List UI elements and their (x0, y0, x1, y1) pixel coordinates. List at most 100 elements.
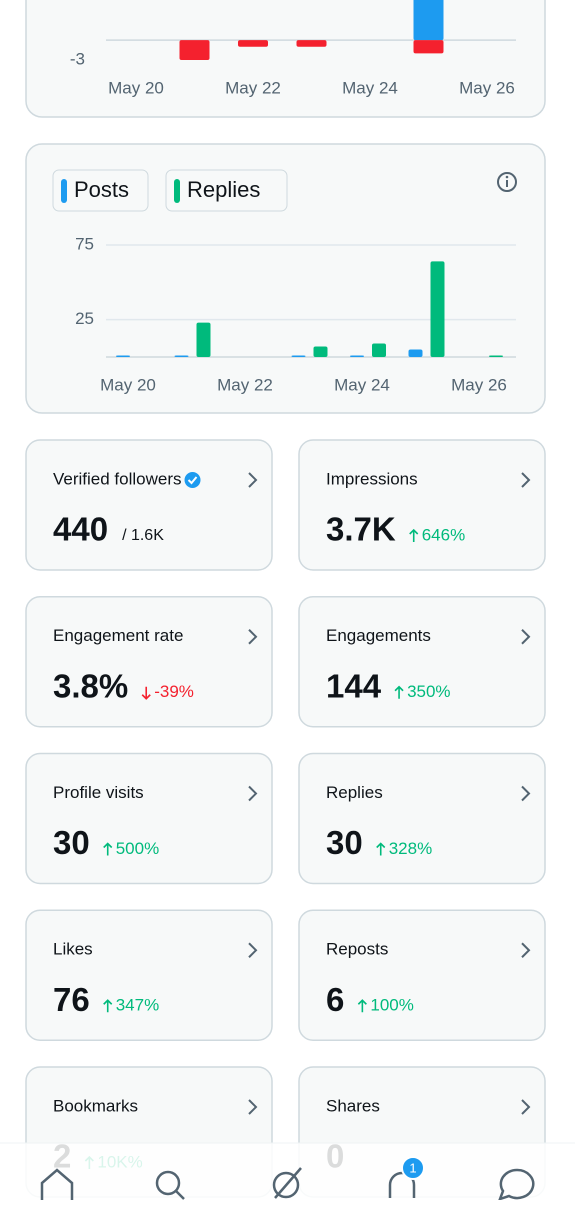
legend-swatch (61, 179, 67, 203)
y-tick-label: 75 (75, 234, 94, 253)
stat-value: 30 (326, 824, 363, 861)
bar (350, 355, 364, 357)
bar (372, 343, 386, 357)
stat-title: Shares (326, 1096, 380, 1115)
notifications-icon[interactable] (388, 1171, 416, 1198)
card-bg (298, 752, 546, 885)
bar (238, 40, 268, 47)
trend-arrow (103, 842, 113, 856)
bar (413, 40, 444, 54)
legend-swatch (174, 179, 180, 203)
info-icon[interactable] (497, 172, 517, 192)
home-icon[interactable] (40, 1168, 74, 1200)
bar (413, 0, 444, 41)
chevron (248, 785, 258, 802)
stat-change: 328% (389, 839, 432, 858)
trend-arrow (409, 528, 419, 542)
stat-card[interactable]: Engagement rate 3.8% -39% (25, 596, 273, 728)
stat-title: Reposts (326, 940, 388, 959)
bar (116, 355, 130, 357)
stat-change: 500% (116, 839, 159, 858)
y-tick-label: 25 (75, 309, 94, 328)
bottom-nav (0, 1143, 575, 1200)
x-tick-label: May 22 (225, 78, 281, 97)
stat-card[interactable]: Replies 30 328% (298, 752, 546, 885)
trend-arrow (394, 685, 404, 699)
bar (489, 355, 503, 357)
trend-arrow (103, 999, 113, 1013)
chart-card (25, 143, 546, 414)
chevron (521, 472, 531, 488)
bar (296, 40, 327, 47)
stat-card[interactable]: Engagements 144 350% (298, 596, 546, 728)
stat-title: Profile visits (53, 783, 144, 802)
search-icon[interactable] (155, 1170, 185, 1200)
stat-title: Impressions (326, 469, 418, 488)
stat-card[interactable]: Verified followers 440 / 1.6K (25, 439, 273, 571)
stat-value: 3.8% (53, 667, 128, 704)
card-bg (298, 596, 546, 728)
stat-card[interactable]: Profile visits 30 500% (25, 752, 273, 885)
chevron (521, 785, 531, 802)
chart-card (25, 0, 546, 118)
card-bg (25, 909, 273, 1041)
messages-icon[interactable] (497, 1168, 535, 1202)
card-bg (25, 752, 273, 885)
stat-title: Verified followers (53, 469, 182, 488)
chevron (248, 472, 258, 488)
x-tick-label: May 26 (459, 78, 515, 97)
legend-item[interactable]: Posts (52, 169, 149, 212)
stat-value: 6 (326, 981, 344, 1018)
trend-arrow (141, 686, 151, 700)
stat-title: Engagements (326, 626, 431, 645)
card-bg (298, 909, 546, 1041)
stat-value: 76 (53, 981, 90, 1018)
x-tick-label: May 24 (342, 78, 398, 97)
stat-total: / 1.6K (122, 527, 164, 544)
stat-title: Likes (53, 940, 93, 959)
x-tick-label: May 20 (108, 78, 164, 97)
legend-item[interactable]: Replies (165, 169, 288, 212)
legend-chip (165, 169, 288, 212)
x-tick-label: May 24 (334, 375, 390, 394)
chevron (248, 629, 258, 645)
bar (408, 349, 423, 357)
stat-change: 100% (370, 996, 413, 1015)
x-tick-label: May 22 (217, 375, 273, 394)
stat-title: Replies (326, 783, 383, 802)
trend-arrow (357, 999, 367, 1013)
trend-arrow (376, 842, 386, 856)
card-bg (298, 439, 546, 571)
stat-card[interactable]: Reposts 6 100% (298, 909, 546, 1041)
bar (174, 355, 189, 357)
stat-title: Bookmarks (53, 1096, 138, 1115)
stat-card[interactable]: Likes 76 347% (25, 909, 273, 1041)
stat-value: 440 (53, 511, 108, 548)
grok-icon[interactable] (272, 1167, 302, 1199)
verified-check (187, 476, 198, 485)
stat-change: 347% (116, 996, 159, 1015)
bar (430, 261, 445, 357)
stat-change: -39% (154, 682, 194, 701)
badge-count: 1 (409, 1160, 416, 1175)
legend-label: Posts (74, 177, 129, 202)
x-tick-label: May 26 (451, 375, 507, 394)
bar (291, 355, 306, 357)
card-bg (25, 439, 273, 571)
stat-title: Engagement rate (53, 626, 183, 645)
chevron (521, 1099, 531, 1115)
stat-change: 646% (422, 525, 465, 544)
stat-value: 144 (326, 667, 382, 704)
chevron (248, 942, 258, 958)
bar (179, 40, 210, 60)
legend-chip (52, 169, 149, 212)
card-bg (25, 596, 273, 728)
bar (196, 322, 211, 357)
stat-card[interactable]: Impressions 3.7K 646% (298, 439, 546, 571)
stat-value: 3.7K (326, 511, 396, 548)
x-tick-label: May 20 (100, 375, 156, 394)
bar (313, 346, 328, 357)
verified-badge (184, 472, 201, 488)
